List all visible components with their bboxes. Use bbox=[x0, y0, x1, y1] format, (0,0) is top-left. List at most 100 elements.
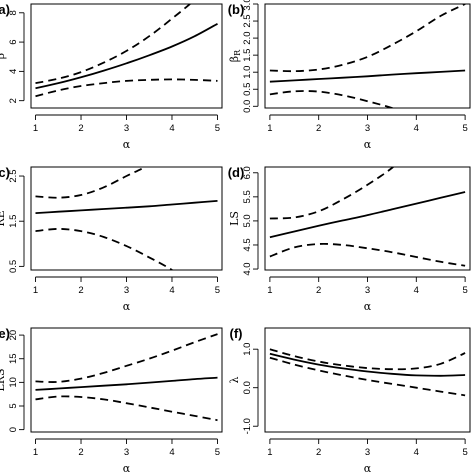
y-tick-label-a: 6 bbox=[8, 39, 19, 44]
x-axis-title-c: α bbox=[123, 300, 131, 313]
series-lower-f bbox=[269, 356, 466, 397]
panel-label-f: (f) bbox=[230, 326, 243, 341]
y-tick-label-b: 0.5 bbox=[242, 83, 253, 96]
y-tick-label-b: 2.0 bbox=[242, 31, 253, 44]
y-axis-title-a: β bbox=[0, 53, 7, 59]
y-axis-title-f: λ bbox=[228, 376, 241, 383]
x-tick-label-c: 5 bbox=[215, 285, 220, 296]
series-lower-a bbox=[35, 78, 218, 98]
y-tick-label-e: 0 bbox=[8, 427, 19, 432]
x-tick-label-a: 2 bbox=[78, 123, 83, 134]
y-tick-label-b: 1.0 bbox=[242, 66, 253, 79]
panel-label-e: (e) bbox=[0, 326, 10, 341]
series-lower-b bbox=[269, 90, 395, 108]
plot-frame-f bbox=[264, 327, 471, 433]
x-tick-label-c: 1 bbox=[33, 285, 38, 296]
series-fit-d bbox=[269, 191, 466, 239]
panel-label-d: (d) bbox=[228, 165, 245, 180]
x-tick-label-f: 1 bbox=[267, 447, 272, 458]
series-upper-f bbox=[269, 348, 466, 371]
x-tick-label-e: 2 bbox=[78, 447, 83, 458]
panel-label-b: (b) bbox=[228, 2, 245, 17]
y-tick-label-d: 5.0 bbox=[242, 214, 253, 227]
x-tick-label-a: 3 bbox=[124, 123, 129, 134]
y-tick-label-e: 5 bbox=[8, 403, 19, 408]
y-tick-label-b: 0.0 bbox=[242, 100, 253, 113]
y-tick-label-c: 2.5 bbox=[8, 169, 19, 182]
y-tick-label-d: 6.0 bbox=[242, 166, 253, 179]
y-tick-label-e: 15 bbox=[8, 353, 19, 364]
x-tick-label-b: 3 bbox=[365, 123, 370, 134]
x-axis-title-d: α bbox=[364, 300, 372, 313]
plot-frame-e bbox=[30, 327, 223, 433]
y-tick-label-b: 1.5 bbox=[242, 49, 253, 62]
panel-a: 1 2 3 4 5 2 4 6 8 α β (a) bbox=[0, 2, 223, 151]
x-tick-label-e: 1 bbox=[33, 447, 38, 458]
x-tick-label-d: 1 bbox=[267, 285, 272, 296]
x-tick-label-d: 4 bbox=[414, 285, 419, 296]
series-upper-a bbox=[35, 4, 192, 84]
y-tick-label-c: 1.5 bbox=[8, 215, 19, 228]
x-tick-label-d: 5 bbox=[462, 285, 467, 296]
y-tick-label-c: 0.5 bbox=[8, 260, 19, 273]
x-tick-label-d: 3 bbox=[365, 285, 370, 296]
x-tick-label-f: 2 bbox=[316, 447, 321, 458]
panel-b: 1 2 3 4 5 0.0 0.5 1.0 1.5 2.0 2.5 3.0 α βR (b) bbox=[228, 0, 471, 151]
y-tick-label-b: 3.0 bbox=[242, 0, 253, 11]
x-tick-label-e: 4 bbox=[169, 447, 174, 458]
x-axis-title-e: α bbox=[123, 462, 131, 472]
x-tick-label-d: 2 bbox=[316, 285, 321, 296]
y-axis-title-b: βR bbox=[228, 49, 242, 62]
x-tick-label-b: 1 bbox=[267, 123, 272, 134]
series-lower-c bbox=[35, 227, 174, 270]
panel-e: 1 2 3 4 5 0 5 10 15 20 α LRS (e) bbox=[0, 326, 223, 472]
series-upper-e bbox=[35, 333, 218, 383]
y-tick-label-a: 8 bbox=[8, 10, 19, 15]
y-tick-label-b: 2.5 bbox=[242, 14, 253, 27]
panel-d: 1 2 3 4 5 4.0 4.5 5.0 5.5 6.0 α LS (d) bbox=[228, 165, 471, 313]
x-tick-label-c: 4 bbox=[169, 285, 174, 296]
panel-f: 1 2 3 4 5 -1.0 0.0 1.0 α λ (f) bbox=[228, 326, 471, 472]
x-axis-title-a: α bbox=[123, 138, 131, 151]
x-tick-label-f: 4 bbox=[414, 447, 419, 458]
y-tick-label-f: 1.0 bbox=[242, 343, 253, 356]
y-tick-label-a: 2 bbox=[8, 98, 19, 103]
x-tick-label-b: 5 bbox=[462, 123, 467, 134]
y-axis-title-d: LS bbox=[228, 211, 241, 226]
y-tick-label-e: 10 bbox=[8, 377, 19, 388]
x-tick-label-e: 3 bbox=[124, 447, 129, 458]
x-tick-label-c: 2 bbox=[78, 285, 83, 296]
series-fit-b bbox=[269, 69, 466, 83]
series-lower-e bbox=[35, 395, 218, 422]
series-fit-f bbox=[269, 352, 466, 377]
plot-frame-a bbox=[30, 3, 223, 109]
x-tick-label-a: 1 bbox=[33, 123, 38, 134]
x-axis-title-f: α bbox=[364, 462, 372, 472]
series-fit-a bbox=[35, 23, 218, 90]
y-tick-label-d: 5.5 bbox=[242, 190, 253, 203]
x-tick-label-f: 3 bbox=[365, 447, 370, 458]
x-tick-label-a: 5 bbox=[215, 123, 220, 134]
y-axis-title-e: LRS bbox=[0, 368, 7, 391]
y-tick-label-d: 4.0 bbox=[242, 262, 253, 275]
y-tick-label-e: 20 bbox=[8, 330, 19, 341]
y-tick-label-a: 4 bbox=[8, 69, 19, 74]
y-tick-label-f: -1.0 bbox=[242, 418, 253, 434]
panel-label-c: (c) bbox=[0, 165, 10, 180]
x-tick-label-b: 4 bbox=[414, 123, 419, 134]
series-fit-c bbox=[35, 200, 218, 214]
x-tick-label-e: 5 bbox=[215, 447, 220, 458]
series-lower-d bbox=[269, 242, 466, 267]
x-tick-label-a: 4 bbox=[169, 123, 174, 134]
plot-frame-b bbox=[264, 3, 471, 109]
y-axis-title-c: RE bbox=[0, 210, 7, 226]
y-tick-label-f: 0.0 bbox=[242, 381, 253, 394]
panel-label-a: (a) bbox=[0, 2, 10, 17]
series-upper-b bbox=[269, 4, 466, 73]
series-fit-e bbox=[35, 376, 218, 391]
y-tick-label-d: 4.5 bbox=[242, 238, 253, 251]
x-tick-label-f: 5 bbox=[462, 447, 467, 458]
x-axis-title-b: α bbox=[364, 138, 372, 151]
x-tick-label-c: 3 bbox=[124, 285, 129, 296]
